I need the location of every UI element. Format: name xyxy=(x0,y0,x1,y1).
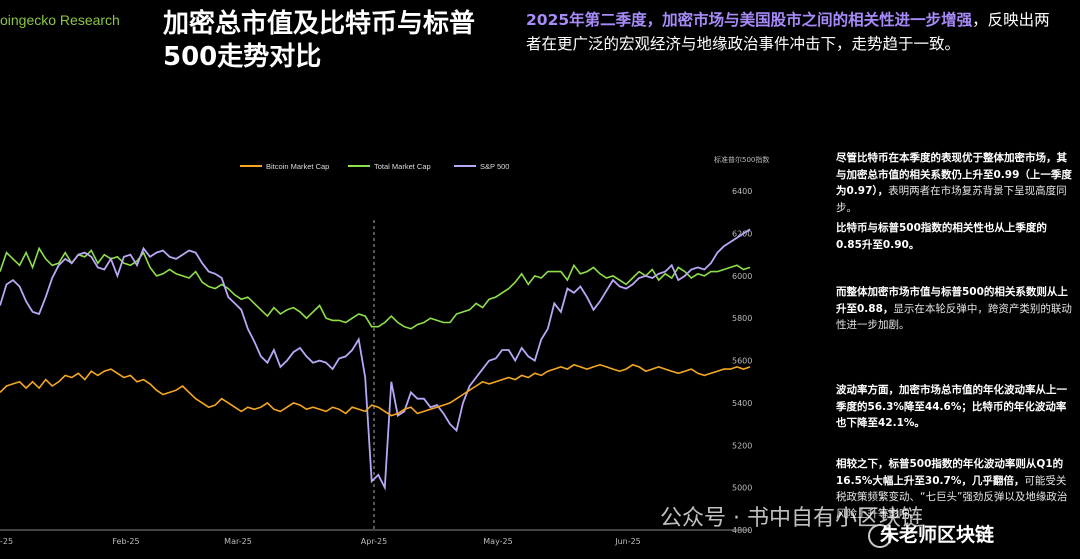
right-tick-label: 5600 xyxy=(732,357,752,366)
note-volatility-spx: 相较之下，标普500指数的年化波动率则从Q1的16.5%大幅上升至30.7%，几… xyxy=(836,456,1072,522)
right-tick-label: 6000 xyxy=(732,272,752,281)
note-bold: 相较之下，标普500指数的年化波动率则从Q1的16.5%大幅上升至30.7%，几… xyxy=(836,458,1064,487)
note-correlation-spx: 比特币与标普500指数的相关性也从上季度的0.85升至0.90。 xyxy=(836,220,1072,253)
note-bold: 比特币与标普500指数的相关性也从上季度的0.85升至0.90。 xyxy=(836,222,1047,251)
right-tick-label: 5200 xyxy=(732,441,752,450)
x-tick-label: Jun-25 xyxy=(614,537,641,546)
x-tick-label: Mar-25 xyxy=(224,537,252,546)
x-tick-label: Apr-25 xyxy=(361,537,387,546)
price-chart: Bitcoin Market Cap Total Market Cap S&P 50… xyxy=(0,155,769,546)
x-tick-label: Feb-25 xyxy=(112,537,139,546)
series-line-sp500 xyxy=(0,228,751,491)
x-tick-label: May-25 xyxy=(483,537,512,546)
right-tick-label: 5800 xyxy=(732,314,752,323)
series-line-total-market-cap xyxy=(0,246,751,330)
chart-legend: Bitcoin Market Cap Total Market Cap S&P 50… xyxy=(240,162,509,171)
note-bold: 而整体加密市场市值与标普500的相关系数则从上升至0.88， xyxy=(836,286,1068,315)
lead-highlight: 加密市场与美国股市之间的相关性进一步增强 xyxy=(662,11,973,29)
note-bold: 尽管比特币在本季度的表现优于整体加密市场，其与加密总市值的相关系数仍上升至0.9… xyxy=(836,152,1072,197)
note-bold: 波动率方面，加密市场总市值的年化波动率从上一季度的56.3%降至44.6%；比特… xyxy=(836,384,1067,429)
note-volatility-crypto: 波动率方面，加密市场总市值的年化波动率从上一季度的56.3%降至44.6%；比特… xyxy=(836,382,1072,432)
x-tick-label: -25 xyxy=(0,537,13,546)
note-correlation-btc: 尽管比特币在本季度的表现优于整体加密市场，其与加密总市值的相关系数仍上升至0.9… xyxy=(836,150,1072,216)
note-text: 表明两者在市场复苏背景下呈现高度同步。 xyxy=(836,185,1067,214)
note-correlation-total: 而整体加密市场市值与标普500的相关系数则从上升至0.88，显示在本轮反弹中，跨… xyxy=(836,284,1072,334)
x-axis-ticks: -25 Feb-25 Mar-25 Apr-25 May-25 Jun-25 xyxy=(0,537,641,546)
series-line-bitcoin-market-cap xyxy=(0,363,751,417)
note-text: 显示在本轮反弹中，跨资产类别的联动性进一步加剧。 xyxy=(836,302,1072,332)
watermark-author: 朱老师区块链 xyxy=(880,524,995,546)
right-axis-label: 标准普尔500指数 xyxy=(714,155,769,164)
watermark-icon xyxy=(868,524,892,548)
right-tick-label: 6400 xyxy=(732,187,752,196)
lead-part2: ，反映出两者在更广泛的宏观经济与地缘政治事件冲击下，走势趋于一致。 xyxy=(526,11,1050,53)
legend-label: Total Market Cap xyxy=(374,162,431,171)
legend-label: S&P 500 xyxy=(480,162,509,171)
lead-paragraph: 2025年第二季度，加密市场与美国股市之间的相关性进一步增强，反映出两者在更广泛… xyxy=(526,8,1056,56)
note-text: 可能受关税政策频繁变动、“七巨头”强劲反弹以及地缘政治风险上升等影响。 xyxy=(836,474,1068,520)
brand-logo-text: oingecko Research xyxy=(0,12,120,28)
right-tick-label: 5000 xyxy=(732,484,752,493)
page-title: 加密总市值及比特币与标普500走势对比 xyxy=(163,9,476,72)
right-tick-label: 5400 xyxy=(732,399,752,408)
lead-part1: 2025年第二季度， xyxy=(526,11,663,29)
legend-label: Bitcoin Market Cap xyxy=(266,162,329,171)
